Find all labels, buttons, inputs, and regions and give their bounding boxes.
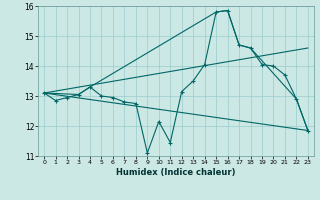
X-axis label: Humidex (Indice chaleur): Humidex (Indice chaleur): [116, 168, 236, 177]
